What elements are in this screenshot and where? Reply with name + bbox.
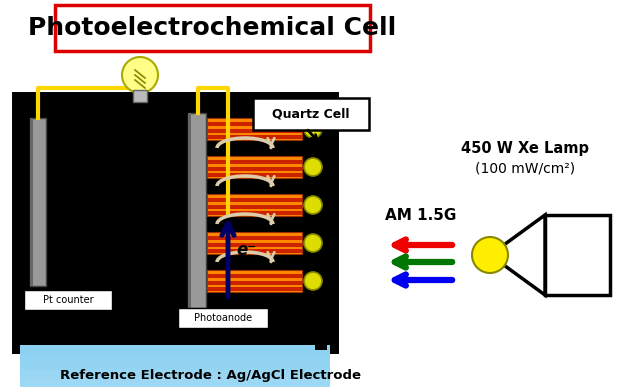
Text: Reference Electrode : Ag/AgCl Electrode: Reference Electrode : Ag/AgCl Electrode (60, 368, 361, 382)
Text: (100 mW/cm²): (100 mW/cm²) (475, 161, 575, 175)
Circle shape (122, 57, 158, 93)
Circle shape (304, 158, 322, 176)
Bar (207, 249, 302, 253)
Text: Pt counter: Pt counter (42, 295, 93, 305)
Bar (207, 122, 302, 126)
Bar (207, 243, 302, 247)
Bar (188, 113, 191, 308)
Bar (20, 378, 330, 386)
Bar (207, 287, 302, 291)
Polygon shape (490, 215, 545, 295)
Bar (207, 166, 302, 171)
Bar (207, 236, 302, 240)
Bar (30, 118, 33, 286)
Bar (24, 290, 112, 310)
Bar (20, 361, 330, 370)
Bar (20, 370, 330, 378)
Bar (207, 274, 302, 278)
Bar (20, 353, 330, 361)
Bar (207, 118, 302, 140)
Bar (15, 95, 335, 350)
Bar (207, 194, 302, 216)
Bar (207, 205, 302, 209)
Bar (188, 113, 206, 308)
Bar (178, 308, 268, 328)
Bar (207, 128, 302, 132)
Text: e⁻: e⁻ (236, 241, 256, 259)
Bar (207, 194, 302, 216)
Circle shape (472, 237, 508, 273)
Bar (30, 118, 46, 286)
FancyBboxPatch shape (55, 5, 370, 51)
Bar (545, 215, 610, 295)
Text: Quartz Cell: Quartz Cell (272, 108, 350, 120)
Bar (207, 198, 302, 202)
Bar (207, 118, 302, 140)
Bar (207, 232, 302, 254)
Text: Electrolyte :
1 M Na₂S: Electrolyte : 1 M Na₂S (71, 200, 146, 231)
Bar (207, 211, 302, 215)
Bar (207, 160, 302, 164)
Text: Photoelectrochemical Cell: Photoelectrochemical Cell (28, 16, 397, 40)
Bar (133, 90, 147, 102)
FancyBboxPatch shape (253, 98, 369, 130)
Bar (20, 386, 330, 387)
Bar (315, 95, 327, 350)
Bar (207, 270, 302, 292)
Bar (207, 156, 302, 178)
Circle shape (304, 272, 322, 290)
Text: AM 1.5G: AM 1.5G (385, 207, 456, 223)
Bar (207, 270, 302, 292)
Bar (20, 345, 330, 353)
Text: 450 W Xe Lamp: 450 W Xe Lamp (461, 140, 589, 156)
Bar (207, 156, 302, 178)
Circle shape (304, 234, 322, 252)
Circle shape (304, 196, 322, 214)
Bar (207, 135, 302, 139)
Circle shape (304, 120, 322, 138)
Text: Photoanode: Photoanode (194, 313, 252, 323)
Bar (207, 232, 302, 254)
Bar (207, 281, 302, 284)
Bar (207, 173, 302, 177)
